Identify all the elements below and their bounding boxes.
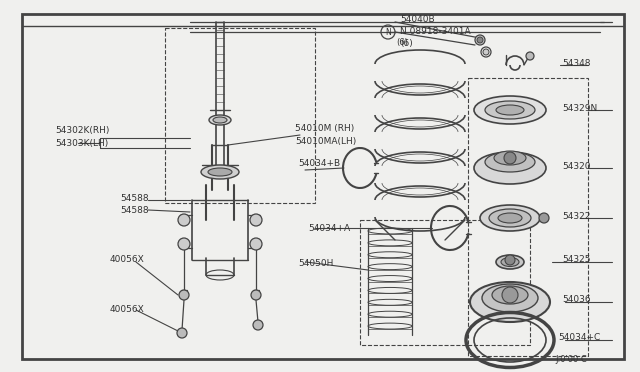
Text: 54329N: 54329N <box>562 103 597 112</box>
Ellipse shape <box>485 152 535 172</box>
Text: J:0'00 C: J:0'00 C <box>555 356 587 365</box>
Ellipse shape <box>209 115 231 125</box>
Ellipse shape <box>474 96 546 124</box>
Circle shape <box>179 290 189 300</box>
Bar <box>468 78 588 356</box>
Circle shape <box>177 328 187 338</box>
Ellipse shape <box>208 168 232 176</box>
Text: (6): (6) <box>396 38 408 46</box>
Ellipse shape <box>494 151 526 165</box>
Text: 54010M (RH): 54010M (RH) <box>295 124 355 132</box>
Bar <box>360 220 530 345</box>
Circle shape <box>178 214 190 226</box>
Text: 54040B: 54040B <box>400 15 435 23</box>
Circle shape <box>178 238 190 250</box>
Circle shape <box>477 37 483 43</box>
Text: 54325: 54325 <box>562 256 591 264</box>
Ellipse shape <box>213 117 227 123</box>
Ellipse shape <box>492 286 528 304</box>
Circle shape <box>502 287 518 303</box>
Ellipse shape <box>501 257 519 266</box>
Circle shape <box>475 35 485 45</box>
Ellipse shape <box>496 255 524 269</box>
Text: N: N <box>385 28 391 36</box>
Ellipse shape <box>482 284 538 312</box>
Text: 54588: 54588 <box>120 193 148 202</box>
Text: N 08918-3401A: N 08918-3401A <box>400 26 470 35</box>
Ellipse shape <box>485 101 535 119</box>
Text: 40056X: 40056X <box>110 256 145 264</box>
Text: (6): (6) <box>400 38 413 48</box>
Text: 54322: 54322 <box>562 212 590 221</box>
Text: 54320: 54320 <box>562 161 591 170</box>
Circle shape <box>505 255 515 265</box>
Text: 40056X: 40056X <box>110 305 145 314</box>
Ellipse shape <box>474 152 546 184</box>
Bar <box>165 28 315 203</box>
Ellipse shape <box>489 209 531 227</box>
Circle shape <box>504 152 516 164</box>
Text: 54302K(RH): 54302K(RH) <box>55 125 109 135</box>
Text: 54303K(LH): 54303K(LH) <box>55 138 108 148</box>
Text: 54034+A: 54034+A <box>308 224 350 232</box>
Circle shape <box>251 290 261 300</box>
Text: 54036: 54036 <box>562 295 591 305</box>
Ellipse shape <box>201 165 239 179</box>
Circle shape <box>539 213 549 223</box>
Ellipse shape <box>480 205 540 231</box>
Circle shape <box>250 238 262 250</box>
Ellipse shape <box>496 105 524 115</box>
Circle shape <box>253 320 263 330</box>
Circle shape <box>526 52 534 60</box>
Text: 54010MA(LH): 54010MA(LH) <box>295 137 356 145</box>
Circle shape <box>250 214 262 226</box>
Text: 54588: 54588 <box>120 205 148 215</box>
Circle shape <box>483 49 489 55</box>
Text: 54348: 54348 <box>562 58 591 67</box>
Text: 54050H: 54050H <box>298 259 333 267</box>
Ellipse shape <box>498 213 522 223</box>
Ellipse shape <box>470 282 550 322</box>
Text: 54034+C: 54034+C <box>558 334 600 343</box>
Text: 54034+B: 54034+B <box>298 158 340 167</box>
